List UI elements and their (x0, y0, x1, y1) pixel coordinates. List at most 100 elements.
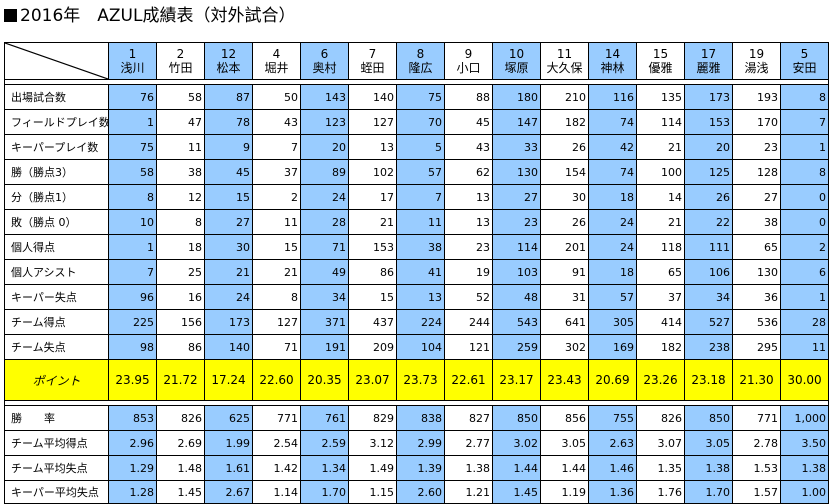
player-number: 14 (604, 47, 621, 61)
stat-value: 10 (108, 209, 157, 235)
player-number: 11 (556, 47, 573, 61)
stat-value: 65 (636, 259, 685, 285)
stat-row: フィールドプレイ数 1 47 78 43 123 127 70 45 147 182 74 114 153… (4, 109, 829, 135)
stat-value: 30 (540, 184, 589, 210)
stat-value: 224 (396, 309, 445, 335)
stat-value: 43 (252, 109, 301, 135)
points-value: 30.00 (780, 359, 829, 401)
stat-value: 1.35 (636, 455, 685, 481)
stat-value: 1.44 (540, 455, 589, 481)
stat-value: 71 (252, 334, 301, 360)
stat-value: 6 (780, 259, 829, 285)
stat-value: 13 (444, 184, 493, 210)
stat-row: チーム失点 98 86 140 71 191 209 104 121 259 302 169 182 23… (4, 334, 829, 360)
player-number: 12 (220, 47, 237, 61)
stat-value: 8 (780, 84, 829, 110)
stat-value: 2.99 (396, 430, 445, 456)
stat-value: 1.19 (540, 480, 589, 504)
stat-value: 527 (684, 309, 733, 335)
stat-value: 201 (540, 234, 589, 260)
stat-value: 641 (540, 309, 589, 335)
stat-value: 853 (108, 405, 157, 431)
player-name: 堀井 (264, 61, 289, 75)
stat-value: 1.15 (348, 480, 397, 504)
player-header: 8 隆広 (396, 42, 445, 80)
stat-value: 2.69 (156, 430, 205, 456)
stat-value: 170 (732, 109, 781, 135)
stat-value: 128 (732, 159, 781, 185)
stat-value: 2.59 (300, 430, 349, 456)
stat-value: 826 (636, 405, 685, 431)
stat-value: 38 (732, 209, 781, 235)
stat-value: 3.12 (348, 430, 397, 456)
stat-value: 2.67 (204, 480, 253, 504)
stat-label: キーパー失点 (4, 284, 109, 310)
stat-value: 13 (348, 134, 397, 160)
stat-value: 371 (300, 309, 349, 335)
stat-value: 116 (588, 84, 637, 110)
stat-value: 106 (684, 259, 733, 285)
stat-label: チーム平均失点 (4, 455, 109, 481)
points-value: 22.60 (252, 359, 301, 401)
stat-value: 43 (444, 134, 493, 160)
stat-value: 1.45 (492, 480, 541, 504)
points-value: 23.26 (636, 359, 685, 401)
stat-value: 1.00 (780, 480, 829, 504)
stat-value: 3.05 (540, 430, 589, 456)
stat-value: 11 (156, 134, 205, 160)
stat-value: 238 (684, 334, 733, 360)
stat-label: 個人得点 (4, 234, 109, 260)
stat-row: 分（勝点1） 8 12 15 2 24 17 7 13 27 30 18 14 26 27 0 (4, 184, 829, 210)
stat-value: 153 (684, 109, 733, 135)
player-number: 17 (700, 47, 717, 61)
player-number: 10 (508, 47, 525, 61)
stat-label: 出場試合数 (4, 84, 109, 110)
player-header: 19 湯浅 (732, 42, 781, 80)
stat-value: 169 (588, 334, 637, 360)
stat-value: 41 (396, 259, 445, 285)
player-number: 15 (652, 47, 669, 61)
stat-value: 21 (348, 209, 397, 235)
stat-value: 2.96 (108, 430, 157, 456)
stat-value: 414 (636, 309, 685, 335)
stat-value: 47 (156, 109, 205, 135)
stat-value: 1.14 (252, 480, 301, 504)
stat-value: 771 (732, 405, 781, 431)
stat-value: 114 (636, 109, 685, 135)
page-title-text: 2016年 AZUL成績表（対外試合） (20, 6, 296, 26)
player-name: 隆広 (408, 61, 433, 75)
stat-row: キーパー失点 96 16 24 8 34 15 13 52 48 31 57 37 34 36 1 (4, 284, 829, 310)
stat-value: 771 (252, 405, 301, 431)
player-number: 6 (320, 47, 329, 61)
stat-value: 156 (156, 309, 205, 335)
player-name: 神林 (600, 61, 625, 75)
stat-value: 225 (108, 309, 157, 335)
stat-value: 3.50 (780, 430, 829, 456)
stat-value: 2.54 (252, 430, 301, 456)
stat-value: 7 (396, 184, 445, 210)
points-value: 23.07 (348, 359, 397, 401)
stat-value: 62 (444, 159, 493, 185)
stat-value: 154 (540, 159, 589, 185)
stat-value: 1.28 (108, 480, 157, 504)
stat-value: 102 (348, 159, 397, 185)
stat-value: 8 (108, 184, 157, 210)
stat-value: 182 (636, 334, 685, 360)
stat-value: 130 (732, 259, 781, 285)
stat-value: 259 (492, 334, 541, 360)
stat-row: キーパー平均失点 1.28 1.45 2.67 1.14 1.70 1.15 2.60 1.21… (4, 480, 829, 504)
player-name: 湯浅 (744, 61, 769, 75)
stat-value: 98 (108, 334, 157, 360)
stat-value: 7 (108, 259, 157, 285)
stats-table-body: 1 浅川 2 竹田 12 松本 4 堀井 6 奥村 7 蛭田 8 隆広 9 小口 10 塚原 11 大久保 14 神林 15… (4, 42, 829, 504)
corner-cell (4, 42, 109, 80)
stat-value: 180 (492, 84, 541, 110)
stat-value: 17 (348, 184, 397, 210)
stat-value: 27 (204, 209, 253, 235)
stat-value: 33 (492, 134, 541, 160)
player-header: 14 神林 (588, 42, 637, 80)
stat-value: 1 (780, 134, 829, 160)
stat-value: 15 (252, 234, 301, 260)
stat-row: チーム平均得点 2.96 2.69 1.99 2.54 2.59 3.12 2.99 2.77 3… (4, 430, 829, 456)
stat-value: 191 (300, 334, 349, 360)
